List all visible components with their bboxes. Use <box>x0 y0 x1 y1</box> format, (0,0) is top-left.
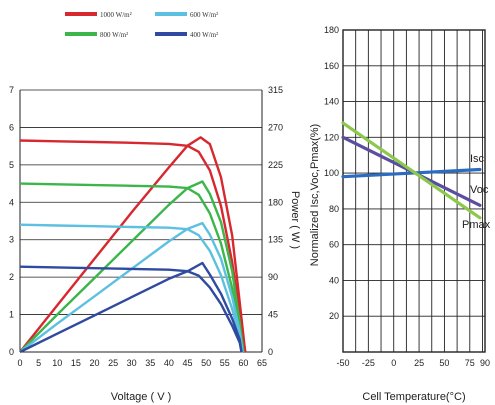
y-tick-label: 160 <box>324 61 339 71</box>
x-tick-label: 5 <box>36 358 41 368</box>
series-line <box>341 121 482 220</box>
y-left-tick-label: 0 <box>9 347 14 357</box>
current-curve <box>19 223 244 353</box>
x-tick-label: 50 <box>439 358 449 368</box>
y-tick-label: 100 <box>324 168 339 178</box>
y-tick-label: 120 <box>324 132 339 142</box>
y-tick-label: 60 <box>329 240 339 250</box>
y-left-tick-label: 2 <box>9 272 14 282</box>
y-left-tick-label: 7 <box>9 85 14 95</box>
y-tick-label: 140 <box>324 97 339 107</box>
power-curve <box>19 136 247 353</box>
x-tick-label: 30 <box>127 358 137 368</box>
series-line <box>341 167 482 179</box>
y-right-tick-label: 135 <box>268 235 283 245</box>
x-tick-label: 0 <box>391 358 396 368</box>
y-right-axis-title: Power ( W ) <box>289 191 301 249</box>
legend-label: 1000 W/m² <box>100 11 132 19</box>
power-curve <box>19 261 243 354</box>
series-label: Isc <box>470 153 485 165</box>
x-tick-label: 45 <box>183 358 193 368</box>
y-right-tick-label: 225 <box>268 160 283 170</box>
legend-label: 800 W/m² <box>100 31 128 39</box>
y-right-tick-label: 180 <box>268 197 283 207</box>
y-left-tick-label: 6 <box>9 122 14 132</box>
y-right-tick-label: 270 <box>268 122 283 132</box>
y-right-tick-label: 0 <box>268 347 273 357</box>
x-tick-label: 0 <box>17 358 22 368</box>
x-tick-label: 50 <box>201 358 211 368</box>
x-tick-label: 10 <box>52 358 62 368</box>
y-left-tick-label: 4 <box>9 197 14 207</box>
legend-label: 400 W/m² <box>190 31 218 39</box>
x-tick-label: 25 <box>108 358 118 368</box>
series-label: Pmax <box>462 219 491 231</box>
x-tick-label: 55 <box>220 358 230 368</box>
y-left-tick-label: 3 <box>9 235 14 245</box>
x-axis-title: Voltage ( V ) <box>111 391 172 403</box>
power-curve <box>19 221 244 353</box>
y-tick-label: 20 <box>329 311 339 321</box>
x-tick-label: 25 <box>414 358 424 368</box>
x-tick-label: 20 <box>89 358 99 368</box>
x-axis-title: Cell Temperature(°C) <box>362 391 465 403</box>
y-tick-label: 40 <box>329 275 339 285</box>
y-tick-label: 80 <box>329 204 339 214</box>
x-tick-label: 35 <box>145 358 155 368</box>
current-curve <box>19 182 245 353</box>
x-tick-label: -50 <box>336 358 349 368</box>
x-tick-label: 90 <box>480 358 490 368</box>
x-tick-label: 15 <box>71 358 81 368</box>
power-curve <box>19 180 245 353</box>
x-tick-label: 65 <box>257 358 267 368</box>
y-right-tick-label: 90 <box>268 272 278 282</box>
y-axis-title: Normalized Isc,Voc,Pmax(%) <box>309 124 321 266</box>
y-left-tick-label: 1 <box>9 310 14 320</box>
y-tick-label: 180 <box>324 25 339 35</box>
y-left-tick-label: 5 <box>9 160 14 170</box>
current-curve <box>19 139 247 353</box>
series-label: Voc <box>470 184 489 196</box>
x-tick-label: 60 <box>238 358 248 368</box>
plot-frame <box>342 29 486 353</box>
current-curve <box>19 265 243 353</box>
x-tick-label: -25 <box>362 358 375 368</box>
legend-label: 600 W/m² <box>190 11 218 19</box>
y-right-tick-label: 45 <box>268 310 278 320</box>
x-tick-label: 75 <box>465 358 475 368</box>
y-right-tick-label: 315 <box>268 85 283 95</box>
x-tick-label: 40 <box>164 358 174 368</box>
